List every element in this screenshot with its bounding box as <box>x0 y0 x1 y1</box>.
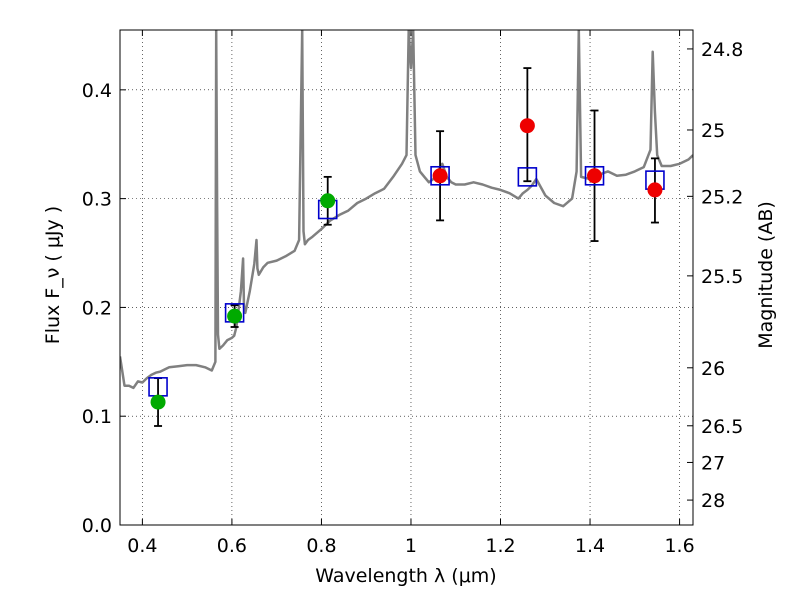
y-tick-label: 0.2 <box>82 297 112 319</box>
x-tick-label: 1.6 <box>664 535 694 557</box>
grid <box>120 30 693 526</box>
model-photometry-square <box>584 165 605 186</box>
mag-tick-label: 27 <box>701 452 725 474</box>
optical-data-point <box>320 193 336 209</box>
mag-tick-label: 25.5 <box>701 266 743 288</box>
y-tick-label: 0.3 <box>82 189 112 211</box>
mag-tick-label: 26 <box>701 358 725 380</box>
mag-tick-label: 28 <box>701 490 725 512</box>
model-photometry-square <box>517 167 538 187</box>
mag-tick-label: 25 <box>701 120 725 142</box>
right-axis-label: Magnitude (AB) <box>755 201 777 349</box>
x-tick-label: 0.6 <box>217 535 247 557</box>
nir-data-point <box>432 168 448 184</box>
mag-tick-label: 25.2 <box>701 186 743 208</box>
nir-data-point <box>647 182 663 198</box>
x-tick-label: 1.2 <box>485 535 515 557</box>
plot-frame <box>119 29 694 526</box>
observed-points <box>150 118 663 410</box>
x-tick-label: 1.4 <box>575 535 605 557</box>
y-tick-label: 0.0 <box>82 515 112 537</box>
mag-tick-label: 26.5 <box>701 416 743 438</box>
optical-data-point <box>227 308 243 324</box>
model-spectrum <box>120 30 693 390</box>
nir-data-point <box>519 118 535 134</box>
optical-data-point <box>150 394 166 410</box>
model-photometry-square <box>430 165 450 186</box>
ticks: 0.4 0.6 0.8 1 1.2 1.4 1.6 0.0 0.1 0.2 0.3 0.4 24.8 25… <box>82 30 743 557</box>
y-tick-label: 0.4 <box>82 80 112 102</box>
model-spectrum-line <box>120 30 693 390</box>
x-tick-label: 0.4 <box>127 535 157 557</box>
x-tick-label: 0.8 <box>306 535 336 557</box>
x-axis-label: Wavelength λ (μm) <box>315 565 496 587</box>
mag-tick-label: 24.8 <box>701 39 743 61</box>
model-photometry <box>148 165 665 397</box>
y-axis-label: Flux F_ν ( μJy ) <box>42 206 64 344</box>
y-tick-label: 0.1 <box>82 406 112 428</box>
x-tick-label: 1 <box>405 535 417 557</box>
nir-data-point <box>587 168 603 184</box>
